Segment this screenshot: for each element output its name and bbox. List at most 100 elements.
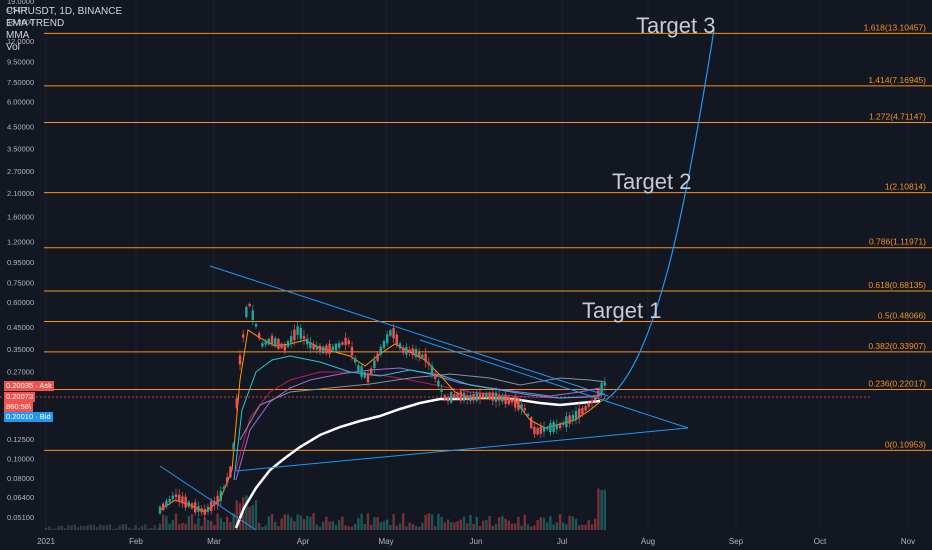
candle-body xyxy=(466,395,469,400)
candle-body xyxy=(469,394,472,401)
price-tick-label: 0.75000 xyxy=(7,279,34,288)
volume-bar xyxy=(286,514,290,530)
candle-body xyxy=(546,427,549,430)
time-axis[interactable]: 2021 Feb Mar Apr May Jun Jul Aug Sep Oct Nov xyxy=(37,537,915,546)
candle-body xyxy=(539,426,542,434)
candle-body xyxy=(603,382,606,386)
volume-bar xyxy=(590,524,594,530)
price-tick-label: 0.35000 xyxy=(7,345,34,354)
candle-body xyxy=(328,343,331,354)
trend-lines[interactable] xyxy=(159,29,715,531)
candle-body xyxy=(565,416,568,428)
volume-bar xyxy=(469,514,472,530)
ask-price-label: 0.20035 · Ask xyxy=(4,381,54,391)
time-tick-label: Nov xyxy=(901,537,915,546)
candle-body xyxy=(379,346,382,355)
indicator-vol[interactable]: Vol xyxy=(6,42,20,53)
volume-bar xyxy=(334,524,338,530)
volume-bar xyxy=(178,524,181,530)
candle-body xyxy=(526,413,530,416)
feb-trendline[interactable] xyxy=(159,465,257,531)
ema-200-line xyxy=(234,396,601,529)
candle-body xyxy=(514,396,517,408)
candle-body xyxy=(280,343,283,349)
candle-body xyxy=(299,328,302,339)
volume-bar xyxy=(171,520,174,530)
triangle-apex-line[interactable] xyxy=(419,339,689,429)
volume-bar xyxy=(603,489,606,530)
candle-body xyxy=(533,426,536,435)
indicator-mma[interactable]: MMA xyxy=(6,30,30,41)
price-axis[interactable]: 19.0000 15.0000 12.0000 9.50000 7.50000 6.000… xyxy=(7,0,34,522)
time-tick-label: May xyxy=(378,537,393,546)
price-tick-label: 0.27000 xyxy=(7,368,34,377)
volume-bar xyxy=(344,525,347,530)
volume-bar xyxy=(434,526,437,530)
volume-bar xyxy=(501,515,504,530)
descending-trendline[interactable] xyxy=(209,265,609,397)
fibonacci-retracement[interactable]: 1.618(13.10457) 1.414(7.16945) 1.272(4.711… xyxy=(44,22,932,451)
ema-line-orange xyxy=(159,329,606,513)
price-tick-label: 15.0000 xyxy=(7,18,34,27)
volume-bar xyxy=(581,524,584,530)
volume-bar xyxy=(187,516,190,530)
volume-bar xyxy=(539,517,542,530)
volume-bar xyxy=(248,506,251,530)
volume-bar xyxy=(280,518,283,530)
candle-body xyxy=(312,343,315,350)
indicator-ema-trend[interactable]: EMA TREND xyxy=(6,18,65,29)
volume-bar xyxy=(174,513,178,530)
volume-bar xyxy=(510,523,514,530)
candle-body xyxy=(293,329,296,341)
volume-bar xyxy=(587,520,590,530)
volume-bar xyxy=(44,527,48,530)
fib-level-label: 0.5(0.48066) xyxy=(878,310,926,320)
candle-body xyxy=(395,334,398,345)
symbol-title: CHRUSDT, 1D, BINANCE xyxy=(6,6,123,17)
candle-body xyxy=(235,398,238,409)
time-tick-label: Jun xyxy=(470,537,483,546)
volume-bar xyxy=(475,516,478,530)
projection-curve[interactable] xyxy=(605,29,715,401)
ascending-trendline[interactable] xyxy=(235,427,689,472)
price-tick-label: 0.45000 xyxy=(7,323,34,332)
candle-body xyxy=(309,342,312,349)
candle-body xyxy=(302,336,306,339)
fib-level-label: 1(2.10814) xyxy=(885,182,926,192)
volume-bar xyxy=(373,517,376,530)
candle-body xyxy=(203,509,206,515)
candle-body xyxy=(277,338,280,349)
candle-body xyxy=(181,496,184,504)
mma-line-red xyxy=(235,371,606,471)
volume-bar xyxy=(73,524,76,530)
candle-body xyxy=(578,408,581,418)
volume-bar xyxy=(584,524,587,530)
candle-body xyxy=(590,400,594,404)
fib-level-label: 0.382(0.33907) xyxy=(868,341,926,351)
target-2-label[interactable]: Target 2 xyxy=(612,169,692,194)
candle-body xyxy=(190,503,194,509)
candle-body xyxy=(373,360,376,368)
candle-body xyxy=(520,404,523,410)
candle-body xyxy=(485,392,488,398)
volume-bar xyxy=(99,524,102,530)
candle-body xyxy=(571,415,574,420)
volume-bar xyxy=(184,523,187,530)
candle-body xyxy=(363,371,366,378)
volume-bar xyxy=(392,514,395,530)
volume-bar xyxy=(568,515,571,530)
candle-body xyxy=(238,355,242,365)
target-3-label[interactable]: Target 3 xyxy=(636,13,716,38)
volume-bar xyxy=(430,514,434,530)
volume-bar xyxy=(466,523,469,530)
volume-bar xyxy=(491,525,494,530)
volume-bar xyxy=(57,525,60,530)
volume-bar xyxy=(306,516,309,530)
volume-bar xyxy=(60,525,64,530)
volume-bar xyxy=(150,527,153,530)
target-1-label[interactable]: Target 1 xyxy=(582,298,662,323)
volume-bar xyxy=(363,524,366,530)
volume-bar xyxy=(251,504,254,530)
countdown-label: 860:58\ xyxy=(4,402,34,412)
